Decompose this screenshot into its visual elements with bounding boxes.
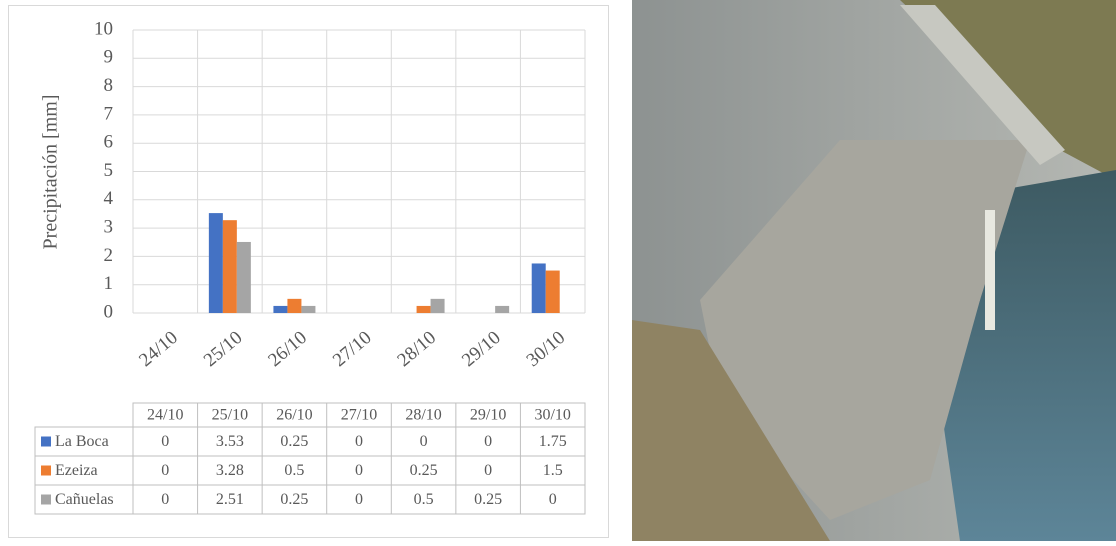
bar	[430, 298, 445, 313]
table-value: 0	[161, 433, 169, 450]
photo-wall-edge	[900, 5, 1065, 165]
bar	[208, 213, 223, 313]
legend-swatch	[41, 494, 51, 505]
y-tick-label: 0	[104, 301, 114, 322]
table-value: 0	[549, 491, 557, 508]
table-header: 29/10	[470, 407, 506, 424]
table-value: 0	[355, 462, 363, 479]
y-tick-label: 2	[104, 245, 114, 266]
table-header: 30/10	[534, 407, 570, 424]
table-value: 0	[484, 462, 492, 479]
table-value: 2.51	[216, 491, 244, 508]
table-header: 26/10	[276, 407, 312, 424]
table-value: 3.53	[216, 433, 244, 450]
table-value: 0	[161, 491, 169, 508]
y-tick-label: 9	[104, 47, 114, 68]
y-tick-label: 4	[104, 188, 114, 209]
bar	[273, 305, 288, 313]
table-value: 0.25	[474, 491, 502, 508]
legend-label: Cañuelas	[55, 491, 114, 508]
table-value: 0.25	[410, 462, 438, 479]
chart-frame	[8, 5, 609, 538]
table-value: 1.5	[543, 462, 563, 479]
bar	[236, 241, 251, 313]
legend-swatch	[41, 465, 51, 476]
legend-swatch	[41, 436, 51, 447]
bar	[531, 263, 546, 313]
photo-water	[940, 170, 1116, 541]
bar	[222, 220, 237, 313]
table-value: 0.25	[280, 491, 308, 508]
photo-grass-bottom	[632, 320, 830, 541]
legend-label: Ezeiza	[55, 462, 98, 479]
table-header: 24/10	[147, 407, 183, 424]
table-value: 0	[161, 462, 169, 479]
y-tick-label: 6	[104, 132, 114, 153]
bar	[287, 298, 302, 313]
photo-concrete-floor	[700, 140, 1030, 520]
y-tick-label: 3	[104, 216, 114, 237]
photo	[632, 0, 1116, 541]
table-value: 0	[484, 433, 492, 450]
bar	[301, 305, 316, 313]
table-value: 1.75	[539, 433, 567, 450]
bar	[545, 270, 560, 313]
table-value: 0	[355, 433, 363, 450]
table-header: 28/10	[405, 407, 441, 424]
table-value: 0.5	[414, 491, 434, 508]
table-value: 0.25	[280, 433, 308, 450]
y-tick-label: 1	[104, 273, 114, 294]
table-value: 0	[420, 433, 428, 450]
table-value: 3.28	[216, 462, 244, 479]
bar	[416, 305, 431, 313]
table-header: 25/10	[212, 407, 248, 424]
y-tick-label: 8	[104, 75, 114, 96]
table-value: 0.5	[284, 462, 304, 479]
y-axis-title: Precipitación [mm]	[40, 95, 62, 250]
y-tick-label: 10	[94, 18, 113, 39]
table-header: 27/10	[341, 407, 377, 424]
bar	[495, 305, 510, 313]
photo-gauge	[985, 210, 995, 330]
legend-label: La Boca	[55, 433, 109, 450]
y-tick-label: 7	[104, 103, 114, 124]
y-tick-label: 5	[104, 160, 114, 181]
table-value: 0	[355, 491, 363, 508]
